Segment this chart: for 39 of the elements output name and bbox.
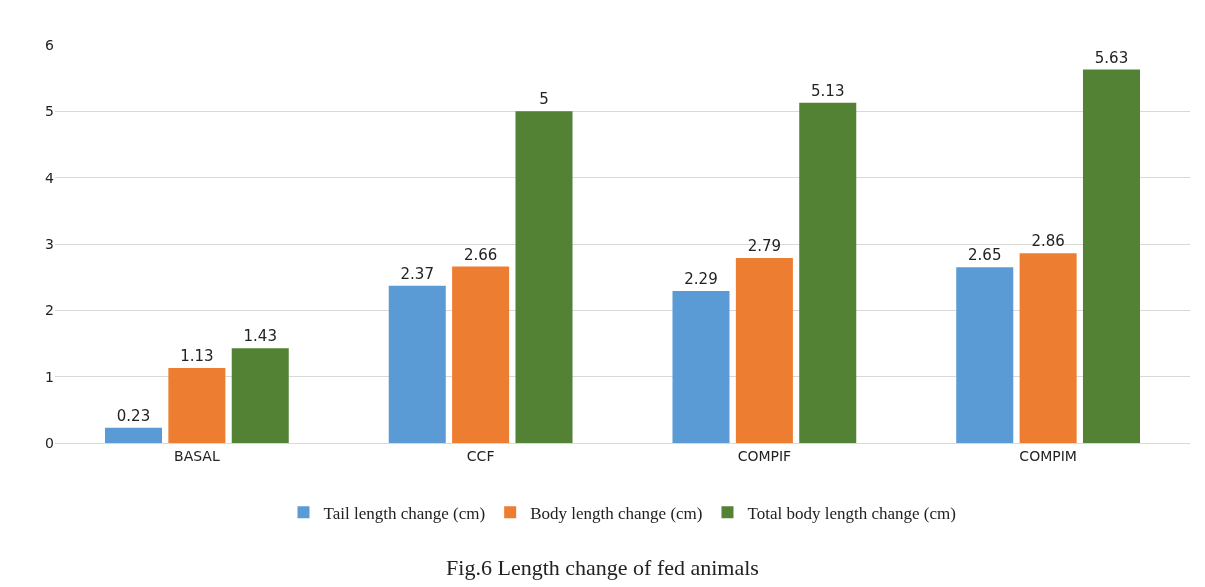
data-label: 2.86 <box>1031 232 1065 251</box>
bar <box>168 368 226 443</box>
data-label: 5 <box>539 90 549 109</box>
data-label: 2.79 <box>747 236 782 255</box>
text: Fig.6 Length change of fed animals <box>446 555 759 581</box>
bar <box>104 427 163 443</box>
bar <box>956 267 1014 443</box>
y-tick-label: 2 <box>45 302 54 319</box>
data-label: 2.65 <box>968 246 1002 265</box>
bar <box>672 291 730 443</box>
bar <box>1082 69 1141 443</box>
y-tick-label: 6 <box>45 36 55 53</box>
y-tick-label: 3 <box>45 235 54 252</box>
data-label: 2.29 <box>684 270 718 289</box>
legend-label: Total body length change (cm) <box>747 503 956 523</box>
data-label: 5.63 <box>1094 48 1129 67</box>
x-tick-label: BASAL <box>174 447 220 464</box>
bar <box>231 348 289 443</box>
data-label: 2.37 <box>400 264 434 283</box>
data-label: 1.43 <box>243 327 277 346</box>
y-tick-label: 1 <box>45 368 54 385</box>
bar <box>515 111 573 443</box>
data-label: 0.23 <box>116 406 151 425</box>
bar <box>735 257 793 443</box>
x-tick-label: COMPIF <box>737 447 792 464</box>
bar <box>388 285 446 443</box>
data-label: 2.66 <box>463 245 498 264</box>
bar <box>799 102 857 443</box>
y-tick-label: 5 <box>45 103 54 120</box>
legend-label: Body length change (cm) <box>530 503 703 523</box>
y-tick-label: 4 <box>45 169 55 186</box>
data-label: 1.13 <box>180 347 214 366</box>
x-tick-label: COMPIM <box>1019 447 1077 464</box>
bar <box>452 266 510 443</box>
legend-label: Tail length change (cm) <box>323 503 486 523</box>
x-tick-label: CCF <box>466 447 495 464</box>
bar <box>1019 253 1077 443</box>
data-label: 5.13 <box>811 81 845 100</box>
y-tick-label: 0 <box>45 434 54 451</box>
